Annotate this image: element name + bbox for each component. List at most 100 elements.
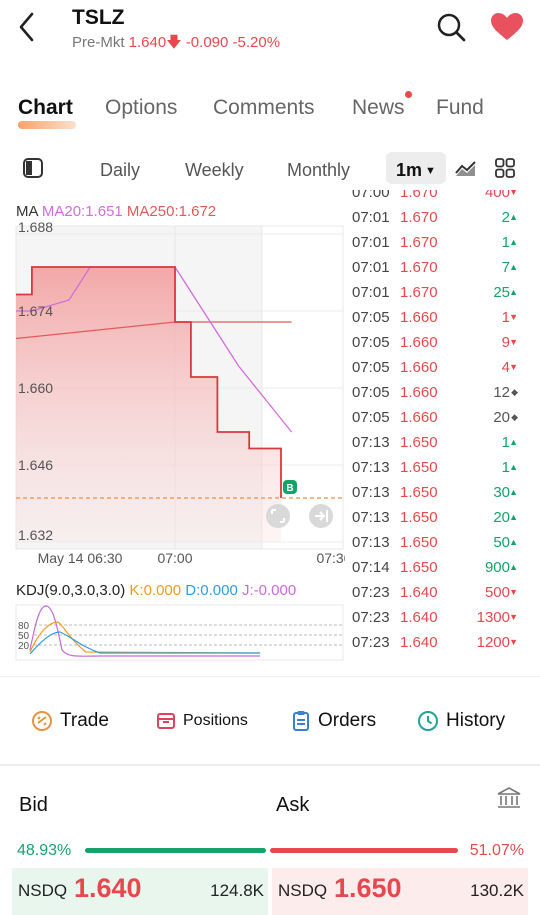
ask-exchange: NSDQ <box>278 881 328 900</box>
tick-price: 1.650 <box>400 534 438 551</box>
period-1m-dropdown[interactable]: 1m ▼ <box>386 152 446 184</box>
tick-price: 1.650 <box>400 484 438 501</box>
stock-symbol: TSLZ <box>72 6 125 29</box>
trade-label: Trade <box>60 710 109 731</box>
orders-icon <box>293 711 309 731</box>
x-axis-tick-label: 07:30 <box>316 550 345 566</box>
tick-row: 07:01 1.670 1 ▲ <box>345 234 540 259</box>
positions-button[interactable]: Positions <box>156 708 248 734</box>
action-bar: Trade Positions Orders History <box>0 696 540 746</box>
tick-price: 1.650 <box>400 559 438 576</box>
tick-price: 1.670 <box>400 284 438 301</box>
back-arrow-icon[interactable] <box>14 10 42 44</box>
ask-size: 130.2K <box>470 881 524 900</box>
kdj-tick-label: 20 <box>18 641 30 652</box>
tick-row: 07:23 1.640 1300 ▼ <box>345 609 540 634</box>
ma250-value: MA250:1.672 <box>126 203 217 220</box>
bid-size: 124.8K <box>210 881 264 900</box>
chart-type-icon[interactable] <box>454 157 478 179</box>
tick-direction-icon: ▼ <box>509 362 518 372</box>
tick-price: 1.670 <box>400 234 438 251</box>
tick-direction-icon: ▲ <box>509 462 518 472</box>
tick-time: 07:01 <box>352 259 390 276</box>
orders-button[interactable]: Orders <box>291 708 376 734</box>
tick-direction-icon: ◆ <box>511 412 518 422</box>
time-and-sales-list[interactable]: 07:00 1.670 400 ▼ 07:01 1.670 2 ▲ 07:01 1.670 1 ▲ 07… <box>345 190 540 660</box>
tick-time: 07:05 <box>352 334 390 351</box>
tick-time: 07:05 <box>352 384 390 401</box>
tick-volume: 1300 <box>476 609 510 626</box>
tick-volume: 400 <box>484 190 510 201</box>
jump-to-latest-icon[interactable] <box>309 504 333 528</box>
period-monthly[interactable]: Monthly <box>287 160 351 180</box>
tick-row: 07:05 1.660 12 ◆ <box>345 384 540 409</box>
tick-direction-icon: ▲ <box>509 237 518 247</box>
tick-volume: 1200 <box>476 634 510 651</box>
selected-period: 1m <box>396 160 423 180</box>
tick-time: 07:13 <box>352 459 390 476</box>
tick-volume: 4 <box>501 359 510 376</box>
bid-price: 1.640 <box>74 873 142 903</box>
indicator-grid-icon[interactable] <box>494 157 516 179</box>
best-bid-quote[interactable]: NSDQ 1.640 124.8K <box>12 868 268 915</box>
y-axis-tick-label: 1.632 <box>18 527 53 543</box>
price-chart[interactable]: B 1.688 1.674 1.660 1.646 1.632 May 14 06:30… <box>0 220 345 570</box>
kdj-tick-label: 50 <box>18 631 30 642</box>
tick-volume: 1 <box>501 309 510 326</box>
tick-direction-icon: ▲ <box>509 562 518 572</box>
kdj-j-value: J:-0.000 <box>242 582 297 599</box>
tab-comments[interactable]: Comments <box>213 96 315 119</box>
y-axis-tick-label: 1.674 <box>18 303 53 319</box>
tick-row: 07:13 1.650 1 ▲ <box>345 434 540 459</box>
tick-price: 1.660 <box>400 384 438 401</box>
tick-time: 07:13 <box>352 484 390 501</box>
caret-down-icon: ▼ <box>425 165 436 177</box>
search-icon[interactable] <box>434 10 468 44</box>
buy-marker[interactable]: B <box>283 480 297 494</box>
tick-time: 07:23 <box>352 584 390 601</box>
history-button[interactable]: History <box>417 708 505 734</box>
tick-volume: 30 <box>493 484 510 501</box>
kdj-d-line <box>29 631 260 655</box>
tick-row: 07:05 1.660 1 ▼ <box>345 309 540 334</box>
tab-news[interactable]: News <box>352 96 405 119</box>
tab-chart[interactable]: Chart <box>18 96 73 119</box>
period-weekly[interactable]: Weekly <box>185 160 244 180</box>
tick-price: 1.670 <box>400 190 438 201</box>
bid-exchange: NSDQ <box>18 881 68 900</box>
tick-time: 07:01 <box>352 284 390 301</box>
kdj-legend: KDJ(9.0,3.0,3.0) K:0.000 D:0.000 J:-0.00… <box>16 582 296 599</box>
tick-row: 07:13 1.650 30 ▲ <box>345 484 540 509</box>
tick-time: 07:13 <box>352 509 390 526</box>
divider <box>0 676 540 677</box>
tick-time: 07:05 <box>352 359 390 376</box>
tick-price: 1.650 <box>400 434 438 451</box>
bank-icon[interactable] <box>496 786 522 810</box>
tick-volume: 2 <box>501 209 510 226</box>
favorite-heart-icon[interactable] <box>490 12 524 42</box>
tick-volume: 900 <box>484 559 510 576</box>
side-panel-icon[interactable] <box>22 157 44 179</box>
tab-options[interactable]: Options <box>105 96 178 119</box>
period-daily[interactable]: Daily <box>100 160 141 180</box>
news-badge <box>405 91 412 98</box>
bid-ratio-bar <box>85 848 266 853</box>
tick-row: 07:00 1.670 400 ▼ <box>345 190 540 209</box>
best-ask-quote[interactable]: NSDQ 1.650 130.2K <box>272 868 528 915</box>
trade-button[interactable]: Trade <box>31 708 109 734</box>
ma20-value: MA20:1.651 <box>41 203 123 220</box>
premarket-price: 1.640 <box>128 34 167 51</box>
tick-volume: 1 <box>501 434 510 451</box>
tick-direction-icon: ▼ <box>509 190 518 197</box>
tick-time: 07:01 <box>352 209 390 226</box>
zoom-fit-icon[interactable] <box>266 504 290 528</box>
tick-price: 1.640 <box>400 634 438 651</box>
tick-direction-icon: ▲ <box>509 262 518 272</box>
tick-volume: 9 <box>501 334 510 351</box>
tick-volume: 7 <box>501 259 510 276</box>
tick-direction-icon: ▼ <box>509 637 518 647</box>
tick-price: 1.650 <box>400 459 438 476</box>
tab-fund[interactable]: Fund <box>436 96 484 119</box>
tick-price: 1.640 <box>400 584 438 601</box>
